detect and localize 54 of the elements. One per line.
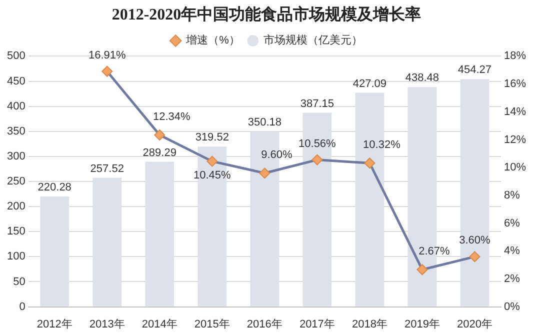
- y-tick-label: 500: [6, 50, 26, 62]
- y-tick-label: 50: [13, 276, 26, 288]
- y-tick-label: 250: [6, 176, 26, 188]
- data-label: 2.67%: [418, 246, 450, 258]
- y2-tick-label: 16%: [504, 78, 526, 90]
- data-label: 454.27: [458, 64, 492, 76]
- data-label: 220.28: [38, 181, 72, 194]
- x-tick-label: 2017年: [299, 318, 335, 330]
- y2-tick-label: 2%: [504, 272, 520, 285]
- x-tick-label: 2019年: [404, 318, 440, 330]
- y2-tick-label: 0%: [504, 300, 520, 313]
- y2-tick-label: 18%: [504, 50, 526, 62]
- y-tick-label: 0: [19, 300, 26, 313]
- data-label: 319.52: [195, 132, 229, 144]
- chart-title: 2012-2020年中国功能食品市场规模及增长率: [112, 4, 422, 24]
- data-label: 3.60%: [459, 234, 491, 247]
- legend-label: 增速（%）: [185, 34, 240, 47]
- data-label: 16.91%: [88, 49, 126, 62]
- y-tick-label: 450: [6, 75, 26, 88]
- y-tick-label: 100: [6, 250, 26, 263]
- data-label: 438.48: [405, 72, 440, 84]
- data-label: 10.45%: [194, 169, 232, 182]
- y2-tick-label: 8%: [504, 189, 520, 202]
- y-tick-label: 150: [6, 226, 26, 238]
- bar: [460, 79, 490, 306]
- x-tick-label: 2016年: [246, 318, 282, 330]
- data-label: 12.34%: [152, 111, 191, 124]
- x-tick-label: 2020年: [456, 318, 492, 330]
- y-tick-label: 350: [6, 125, 26, 138]
- bar: [40, 196, 70, 306]
- x-tick-label: 2013年: [89, 318, 125, 330]
- y2-tick-label: 10%: [504, 162, 526, 174]
- data-label: 10.32%: [363, 139, 401, 152]
- data-label: 257.52: [90, 162, 124, 175]
- data-label: 387.15: [300, 98, 334, 110]
- x-tick-label: 2015年: [194, 318, 230, 330]
- y2-tick-label: 6%: [504, 217, 520, 230]
- data-label: 9.60%: [261, 149, 292, 162]
- y2-tick-label: 12%: [504, 134, 526, 146]
- x-tick-label: 2012年: [36, 318, 72, 330]
- y2-tick-label: 14%: [504, 106, 526, 118]
- legend-label: 市场规模（亿美元）: [263, 34, 362, 47]
- y2-tick-label: 4%: [504, 245, 520, 258]
- y-tick-label: 300: [6, 150, 26, 162]
- data-label: 289.29: [142, 146, 176, 159]
- x-tick-label: 2018年: [352, 318, 388, 330]
- data-label: 10.56%: [298, 138, 336, 150]
- x-tick-label: 2014年: [142, 318, 178, 330]
- data-label: 350.18: [248, 116, 282, 128]
- y-tick-label: 200: [6, 200, 26, 213]
- y-tick-label: 400: [6, 100, 26, 112]
- bar: [92, 178, 122, 306]
- data-label: 427.09: [352, 78, 387, 90]
- bar: [145, 162, 174, 306]
